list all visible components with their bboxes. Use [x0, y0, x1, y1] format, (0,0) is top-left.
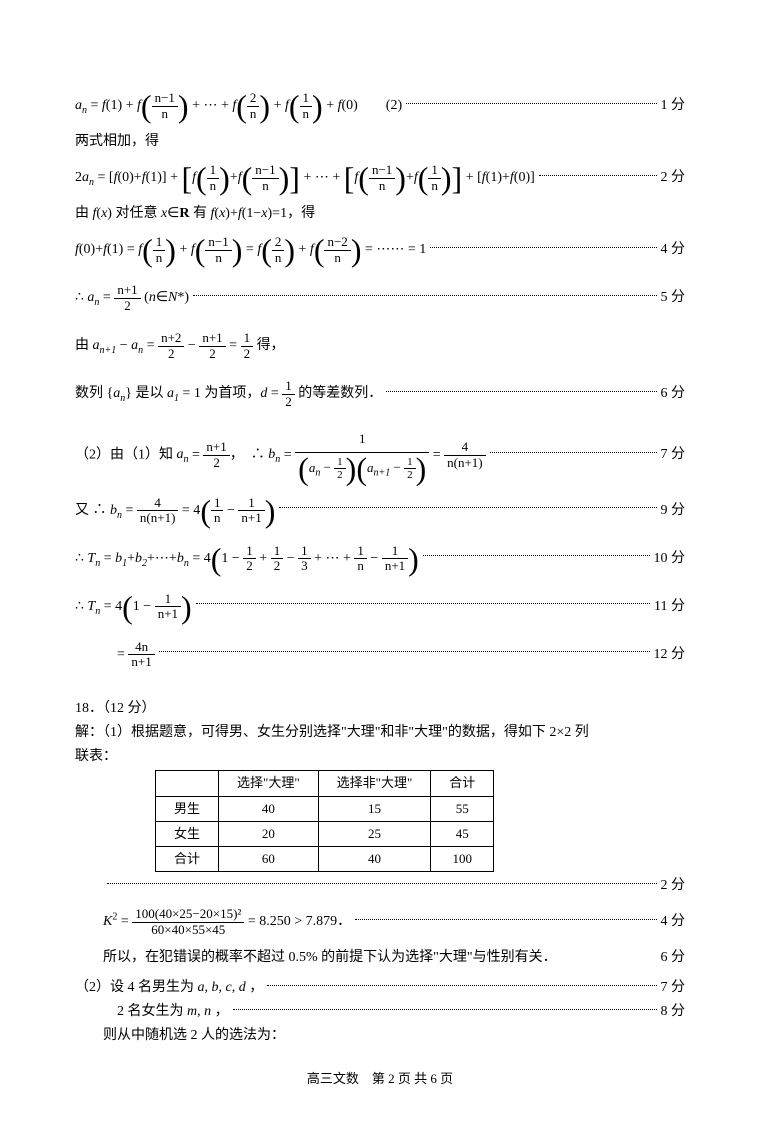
- leader-dots: [159, 650, 650, 652]
- math-expr-tn: ∴ Tn = b1+b2+⋯+bn = 4(1 − 12 + 12 − 13 +…: [75, 544, 419, 574]
- table-score-line: 2 分: [75, 876, 685, 896]
- score-6b: 6 分: [661, 948, 686, 968]
- page-container: an = f(1) + f(n−1n) + ⋯ + f(2n) + f(1n) …: [0, 0, 760, 1128]
- eq-line-an-result: ∴ an = n+12 (n∈N*) 5 分: [75, 276, 685, 320]
- page-footer: 高三文数 第 2 页 共 6 页: [75, 1070, 685, 1088]
- score-5: 5 分: [661, 288, 686, 308]
- p2-line3: 则从中随机选 2 人的选法为：: [75, 1026, 685, 1046]
- math-expr-tn2: ∴ Tn = 4(1 − 1n+1): [75, 592, 192, 622]
- score-12: 12 分: [654, 645, 686, 665]
- table-cell: 45: [431, 821, 494, 846]
- q18-header: 18．（12 分）: [75, 698, 685, 718]
- leader-dots: [196, 602, 650, 604]
- score-7b: 7 分: [661, 978, 686, 998]
- table-cell: 25: [318, 821, 431, 846]
- leader-dots: [539, 174, 657, 176]
- math-expr-tn3: = 4nn+1: [75, 640, 155, 670]
- text-given-fx: 由 f(x) 对任意 x∈R 有 f(x)+f(1−x)=1，得: [75, 204, 315, 224]
- text-4-boys: （2）设 4 名男生为 a, b, c, d ，: [75, 978, 263, 998]
- math-expr-an: ∴ an = n+12 (n∈N*): [75, 283, 189, 313]
- score-2b: 2 分: [661, 876, 686, 896]
- leader-dots: [430, 246, 656, 248]
- table-row: 选择"大理" 选择非"大理" 合计: [156, 771, 494, 796]
- table-cell: 20: [219, 821, 319, 846]
- score-9: 9 分: [661, 501, 686, 521]
- text-line: 两式相加，得: [75, 132, 685, 152]
- table-cell: 55: [431, 796, 494, 821]
- eq-line-tn: ∴ Tn = b1+b2+⋯+bn = 4(1 − 12 + 12 − 13 +…: [75, 536, 685, 580]
- eq-line-tn3: = 4nn+1 12 分: [75, 632, 685, 676]
- leader-dots: [267, 984, 656, 986]
- table-cell: 60: [219, 847, 319, 872]
- leader-dots: [355, 918, 656, 920]
- eq-line-tn2: ∴ Tn = 4(1 − 1n+1) 11 分: [75, 584, 685, 628]
- contingency-table: 选择"大理" 选择非"大理" 合计 男生 40 15 55 女生 20 25 4…: [155, 770, 494, 872]
- k2-conclusion: 所以，在犯错误的概率不超过 0.5% 的前提下认为选择"大理"与性别有关． 6 …: [75, 948, 685, 968]
- math-expr-bn2: 又 ∴ bn = 4n(n+1) = 4(1n − 1n+1): [75, 496, 275, 526]
- table-row: 男生 40 15 55: [156, 796, 494, 821]
- eq-line-bn2: 又 ∴ bn = 4n(n+1) = 4(1n − 1n+1) 9 分: [75, 488, 685, 532]
- score-7: 7 分: [661, 445, 686, 465]
- score-8b: 8 分: [661, 1002, 686, 1022]
- table-cell: 男生: [156, 796, 219, 821]
- score-4b: 4 分: [661, 912, 686, 932]
- table-cell: 100: [431, 847, 494, 872]
- math-expr-bn: （2）由（1）知 an = n+12， ∴ bn = 1(an − 12)(an…: [75, 426, 486, 484]
- math-expr-k2: K2 = 100(40×25−20×15)²60×40×55×45 = 8.25…: [75, 907, 351, 937]
- text-arith-seq: 数列 {an} 是以 a1 = 1 为首项，d = 12 的等差数列．: [75, 379, 382, 409]
- leader-dots: [233, 1008, 657, 1010]
- q18-text: 联表：: [75, 746, 685, 766]
- table-cell: 女生: [156, 821, 219, 846]
- table-cell: 选择非"大理": [318, 771, 431, 796]
- score-10: 10 分: [654, 549, 686, 569]
- table-cell: [156, 771, 219, 796]
- math-expr-an-reverse: an = f(1) + f(n−1n) + ⋯ + f(2n) + f(1n) …: [75, 91, 402, 121]
- table-cell: 15: [318, 796, 431, 821]
- math-expr-chain: f(0)+f(1) = f(1n) + f(n−1n) = f(2n) + f(…: [75, 235, 426, 265]
- math-expr-diff: 由 an+1 − an = n+22 − n+12 = 12 得，: [75, 331, 285, 361]
- score-6: 6 分: [661, 384, 686, 404]
- score-4: 4 分: [661, 240, 686, 260]
- table-cell: 40: [219, 796, 319, 821]
- text-line: 由 f(x) 对任意 x∈R 有 f(x)+f(1−x)=1，得: [75, 204, 685, 224]
- math-expr-2an: 2an = [f(0)+f(1)] + [f(1n)+f(n−1n)] + ⋯ …: [75, 163, 535, 193]
- leader-dots: [193, 294, 656, 296]
- leader-dots: [386, 390, 656, 392]
- table-row: 合计 60 40 100: [156, 847, 494, 872]
- leader-dots: [406, 102, 656, 104]
- table-cell: 合计: [431, 771, 494, 796]
- eq-line-arith: 数列 {an} 是以 a1 = 1 为首项，d = 12 的等差数列． 6 分: [75, 372, 685, 416]
- table-cell: 合计: [156, 847, 219, 872]
- k2-line: K2 = 100(40×25−20×15)²60×40×55×45 = 8.25…: [75, 900, 685, 944]
- leader-dots: [107, 882, 657, 884]
- eq-line-diff: 由 an+1 − an = n+22 − n+12 = 12 得，: [75, 324, 685, 368]
- question-18: 18．（12 分） 解：（1）根据题意，可得男、女生分别选择"大理"和非"大理"…: [75, 698, 685, 1046]
- table-cell: 40: [318, 847, 431, 872]
- leader-dots: [490, 451, 657, 453]
- p2-line1: （2）设 4 名男生为 a, b, c, d ， 7 分: [75, 978, 685, 998]
- eq-line-2an: 2an = [f(0)+f(1)] + [f(1n)+f(n−1n)] + ⋯ …: [75, 156, 685, 200]
- q18-text: 解：（1）根据题意，可得男、女生分别选择"大理"和非"大理"的数据，得如下 2×…: [75, 722, 685, 742]
- score-1: 1 分: [661, 96, 686, 116]
- score-2: 2 分: [661, 168, 686, 188]
- table-cell: 选择"大理": [219, 771, 319, 796]
- leader-dots: [423, 554, 650, 556]
- table-row: 女生 20 25 45: [156, 821, 494, 846]
- leader-dots: [279, 506, 656, 508]
- p2-line2: 2 名女生为 m, n ， 8 分: [75, 1002, 685, 1022]
- text-2-girls: 2 名女生为 m, n ，: [75, 1002, 229, 1022]
- eq-line-chain: f(0)+f(1) = f(1n) + f(n−1n) = f(2n) + f(…: [75, 228, 685, 272]
- eq-line-1: an = f(1) + f(n−1n) + ⋯ + f(2n) + f(1n) …: [75, 84, 685, 128]
- eq-line-bn: （2）由（1）知 an = n+12， ∴ bn = 1(an − 12)(an…: [75, 426, 685, 484]
- score-11: 11 分: [654, 597, 685, 617]
- text-add-both: 两式相加，得: [75, 132, 159, 152]
